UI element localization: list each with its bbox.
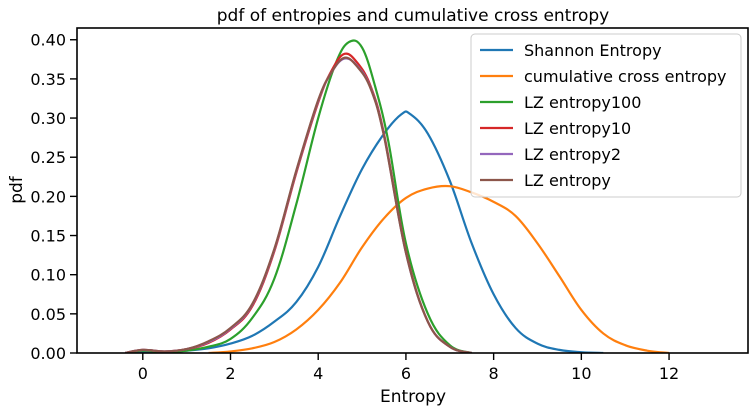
x-tick-label: 8 [489,364,499,383]
legend-label: LZ entropy100 [524,93,641,112]
y-tick-label: 0.35 [30,70,66,89]
x-tick-label: 10 [571,364,591,383]
y-axis: 0.00 0.05 0.10 0.15 0.20 0.25 0.30 0.35 0.40 [30,31,77,363]
x-axis: 0 2 4 6 8 10 12 [138,353,679,383]
x-axis-label: Entropy [380,387,446,407]
plot-frame [76,27,749,354]
legend-label: LZ entropy10 [524,119,631,138]
series-line-5 [125,57,473,353]
y-tick-label: 0.25 [30,148,66,167]
x-tick-label: 6 [401,364,411,383]
y-axis-label: pdf [7,175,27,204]
y-tick-label: 0.30 [30,109,66,128]
legend: Shannon Entropy cumulative cross entropy L… [470,33,742,198]
y-tick-label: 0.00 [30,344,66,363]
x-tick-label: 4 [313,364,323,383]
legend-label: LZ entropy [524,171,611,190]
legend-box [470,33,742,198]
legend-label: LZ entropy2 [524,145,621,164]
x-tick-label: 12 [659,364,679,383]
series-line-4 [125,52,473,353]
y-tick-label: 0.20 [30,187,66,206]
y-tick-label: 0.05 [30,305,66,324]
series-line-1 [125,110,604,353]
x-tick-label: 0 [138,364,148,383]
series-line-3 [125,39,473,353]
y-tick-label: 0.15 [30,227,66,246]
x-tick-label: 2 [225,364,235,383]
series-line-2 [208,184,670,353]
series-line-6 [125,56,473,353]
series-layer [125,39,670,353]
chart-title: pdf of entropies and cumulative cross en… [217,6,609,26]
legend-label: Shannon Entropy [524,41,662,60]
legend-label: cumulative cross entropy [524,67,727,86]
y-tick-label: 0.10 [30,266,66,285]
y-tick-label: 0.40 [30,31,66,50]
